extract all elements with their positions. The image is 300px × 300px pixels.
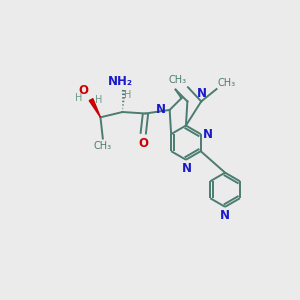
Text: CH₃: CH₃ <box>218 78 236 88</box>
Text: N: N <box>196 87 206 100</box>
Text: N: N <box>220 208 230 222</box>
Text: H: H <box>95 95 103 105</box>
Text: N: N <box>182 162 191 175</box>
Text: H: H <box>124 90 131 100</box>
Text: CH₃: CH₃ <box>169 75 187 85</box>
Text: O: O <box>138 137 148 150</box>
Text: H: H <box>75 93 83 103</box>
Polygon shape <box>89 99 100 117</box>
Text: CH₃: CH₃ <box>94 142 112 152</box>
Text: N: N <box>156 103 166 116</box>
Text: NH₂: NH₂ <box>108 75 133 88</box>
Text: N: N <box>203 128 213 141</box>
Text: O: O <box>78 84 88 97</box>
